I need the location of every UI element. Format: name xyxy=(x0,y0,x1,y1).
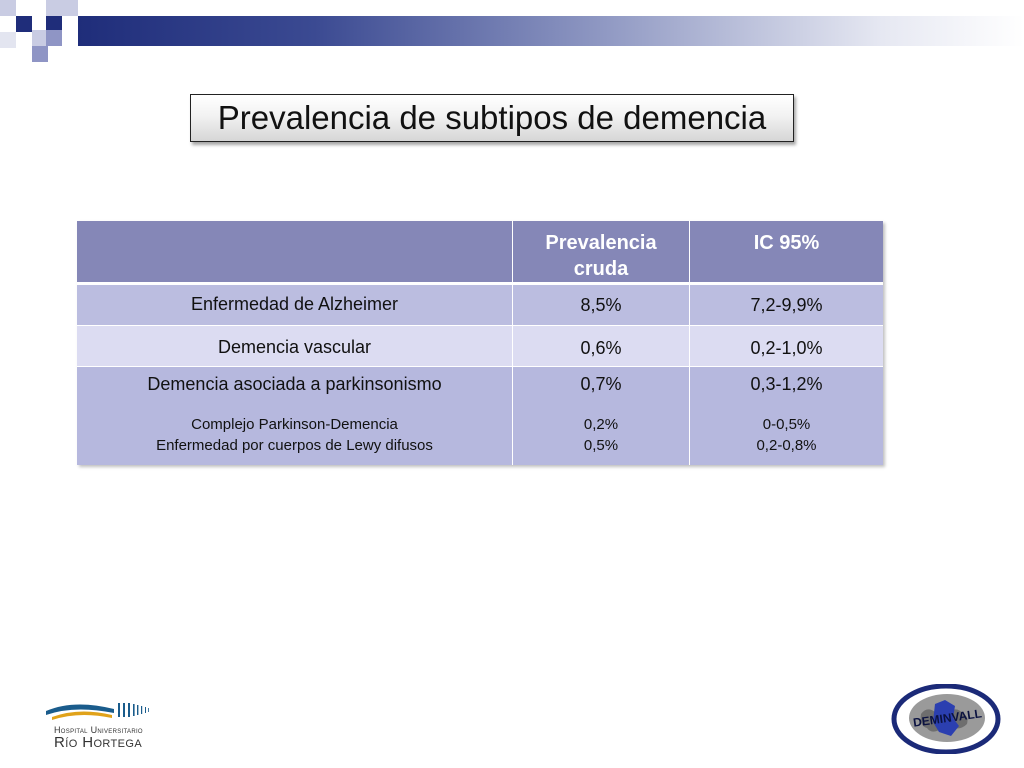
sub-prevalence: 0,5% xyxy=(583,437,619,454)
sub-ci: 0-0,5% xyxy=(762,416,811,433)
row-ci: 0,3-1,2% xyxy=(750,374,823,394)
sub-cis: 0-0,5% 0,2-0,8% xyxy=(690,414,883,456)
sub-prevalences: 0,2% 0,5% xyxy=(513,414,689,456)
sub-label: Complejo Parkinson-Demencia xyxy=(191,416,398,433)
row-label-group: Demencia asociada a parkinsonismo Comple… xyxy=(77,367,512,465)
header-prevalence: Prevalencia cruda xyxy=(512,221,689,285)
hospital-name-line1: Hospital Universitario xyxy=(54,725,143,735)
sub-labels: Complejo Parkinson-Demencia Enfermedad p… xyxy=(77,414,512,456)
sub-ci: 0,2-0,8% xyxy=(756,437,817,454)
row-ci: 0,2-1,0% xyxy=(689,326,883,367)
header-prevalence-label: Prevalencia cruda xyxy=(545,232,657,280)
deminvall-logo-icon: DEMINVALL xyxy=(891,684,1001,754)
row-prevalence: 0,6% xyxy=(512,326,689,367)
header-gradient-bar xyxy=(78,16,1024,46)
table-row: Enfermedad de Alzheimer 8,5% 7,2-9,9% xyxy=(77,285,883,326)
row-ci-group: 0,3-1,2% 0-0,5% 0,2-0,8% xyxy=(689,367,883,465)
row-prevalence: 8,5% xyxy=(512,285,689,326)
hospital-name-line2: Río Hortega xyxy=(54,734,143,752)
header-ci: IC 95% xyxy=(689,221,883,285)
prevalence-table: Prevalencia cruda IC 95% Enfermedad de A… xyxy=(77,221,883,465)
row-prevalence: 0,7% xyxy=(580,374,622,394)
sub-prevalence: 0,2% xyxy=(583,416,619,433)
slide-title: Prevalencia de subtipos de demencia xyxy=(190,94,794,142)
table-header-row: Prevalencia cruda IC 95% xyxy=(77,221,883,285)
row-label: Demencia asociada a parkinsonismo xyxy=(147,374,442,394)
row-label: Enfermedad de Alzheimer xyxy=(77,285,512,326)
table-row: Demencia asociada a parkinsonismo Comple… xyxy=(77,367,883,465)
header-empty xyxy=(77,221,512,285)
row-prevalence-group: 0,7% 0,2% 0,5% xyxy=(512,367,689,465)
table-row: Demencia vascular 0,6% 0,2-1,0% xyxy=(77,326,883,367)
hospital-name: Hospital Universitario Río Hortega xyxy=(54,725,143,752)
row-ci: 7,2-9,9% xyxy=(689,285,883,326)
sub-label: Enfermedad por cuerpos de Lewy difusos xyxy=(156,437,433,454)
row-label: Demencia vascular xyxy=(77,326,512,367)
hospital-logo-icon xyxy=(46,703,149,720)
